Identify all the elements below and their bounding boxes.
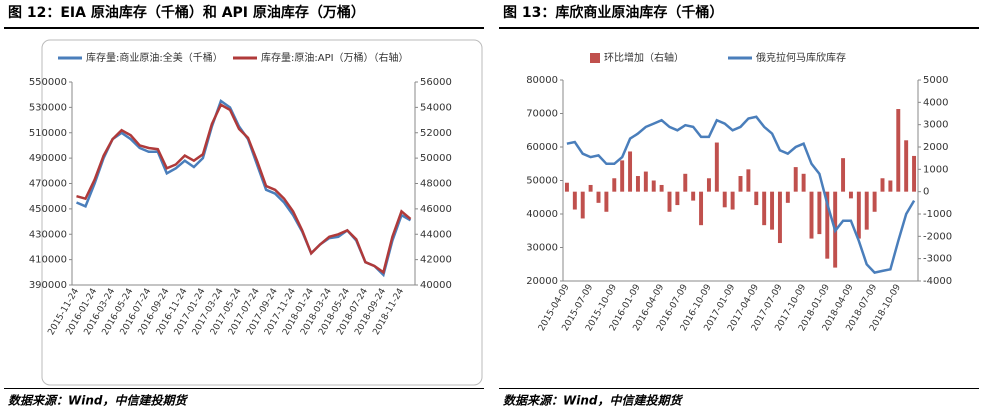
bar xyxy=(612,178,617,192)
y-tick-label: 490000 xyxy=(29,153,67,164)
bar xyxy=(872,191,877,212)
y2-tick-label: 44000 xyxy=(420,229,452,240)
bar xyxy=(722,191,727,208)
bar xyxy=(856,191,861,239)
bar xyxy=(864,191,869,230)
bar xyxy=(896,109,901,192)
y2-tick-label: 54000 xyxy=(420,102,452,113)
bar xyxy=(714,142,719,192)
y2-tick-label: 50000 xyxy=(420,153,452,164)
bar xyxy=(793,167,798,192)
legend-swatch xyxy=(590,53,600,63)
chart-title: 图 12：EIA 原油库存（千桶）和 API 原油库存（万桶） xyxy=(8,4,365,21)
bar xyxy=(785,191,790,203)
y-tick-label: 410000 xyxy=(29,255,67,266)
bar xyxy=(730,191,735,210)
bar xyxy=(691,191,696,201)
y2-tick-label: -4000 xyxy=(923,276,952,287)
chart: 图 12：EIA 原油库存（千桶）和 API 原油库存（万桶） 数据来源：Wind… xyxy=(4,4,484,408)
source-rule xyxy=(4,388,484,389)
bar xyxy=(848,191,853,199)
bar xyxy=(643,171,648,192)
bar xyxy=(880,178,885,192)
bar xyxy=(580,191,585,219)
y2-tick-label: 2000 xyxy=(923,142,948,153)
bar xyxy=(628,151,633,192)
y2-tick-label: 5000 xyxy=(923,75,948,86)
bar xyxy=(651,180,656,192)
bar xyxy=(659,184,664,192)
source-note: 数据来源：Wind，中信建投期货 xyxy=(503,394,683,408)
y2-tick-label: 3000 xyxy=(923,120,948,131)
title-rule xyxy=(4,27,484,29)
bar xyxy=(572,191,577,210)
bar xyxy=(675,191,680,206)
bar xyxy=(912,155,917,192)
bar xyxy=(888,180,893,192)
y-tick-label: 510000 xyxy=(29,128,67,139)
bar xyxy=(746,169,751,192)
bar xyxy=(706,178,711,192)
bar xyxy=(754,191,759,206)
y2-tick-label: 0 xyxy=(923,187,929,198)
source-note: 数据来源：Wind，中信建投期货 xyxy=(8,394,188,408)
y2-tick-label: 56000 xyxy=(420,77,452,88)
y-tick-label: 80000 xyxy=(526,75,558,86)
chart-title: 图 13：库欣商业原油库存（千桶） xyxy=(503,4,723,21)
y2-tick-label: 1000 xyxy=(923,164,948,175)
bar xyxy=(817,191,822,235)
bar xyxy=(596,191,601,203)
bar xyxy=(564,182,569,192)
plot-frame xyxy=(41,39,483,386)
y2-tick-label: 4000 xyxy=(923,97,948,108)
bar xyxy=(904,140,909,192)
bar xyxy=(635,176,640,192)
bar xyxy=(841,158,846,192)
bar xyxy=(620,160,625,192)
bar xyxy=(588,184,593,192)
source-rule xyxy=(499,388,979,389)
y-tick-label: 20000 xyxy=(526,276,558,287)
legend-label: 库存量:原油:API（万桶）（右轴） xyxy=(261,51,409,64)
legend-label: 库存量:商业原油:全美（千桶） xyxy=(86,51,223,64)
y2-tick-label: -2000 xyxy=(923,231,952,242)
y-tick-label: 470000 xyxy=(29,179,67,190)
bar xyxy=(762,191,767,226)
y-tick-label: 550000 xyxy=(29,77,67,88)
legend-label: 俄克拉何马库欣库存 xyxy=(756,51,846,64)
y2-tick-label: -3000 xyxy=(923,254,952,265)
y-tick-label: 530000 xyxy=(29,102,67,113)
bar xyxy=(604,191,609,212)
chart: 图 13：库欣商业原油库存（千桶）数据来源：Wind，中信建投期货2000030… xyxy=(499,4,979,408)
y-tick-label: 390000 xyxy=(29,280,67,291)
bar xyxy=(667,191,672,212)
bar xyxy=(699,191,704,226)
legend-label: 环比增加（右轴） xyxy=(604,51,684,64)
y-tick-label: 70000 xyxy=(526,109,558,120)
bar xyxy=(738,176,743,192)
bar xyxy=(777,191,782,244)
y-tick-label: 30000 xyxy=(526,243,558,254)
y2-tick-label: 42000 xyxy=(420,255,452,266)
y-tick-label: 60000 xyxy=(526,142,558,153)
bar xyxy=(825,191,830,259)
title-rule xyxy=(499,27,979,29)
y2-tick-label: -1000 xyxy=(923,209,952,220)
y-tick-label: 40000 xyxy=(526,209,558,220)
series-line xyxy=(566,115,916,274)
bar xyxy=(770,191,775,230)
y2-tick-label: 40000 xyxy=(420,280,452,291)
y-tick-label: 450000 xyxy=(29,204,67,215)
bar xyxy=(801,173,806,192)
y-tick-label: 50000 xyxy=(526,176,558,187)
y2-tick-label: 46000 xyxy=(420,204,452,215)
y-tick-label: 430000 xyxy=(29,229,67,240)
y2-tick-label: 52000 xyxy=(420,128,452,139)
bar xyxy=(809,191,814,239)
series-line xyxy=(76,103,412,275)
y2-tick-label: 48000 xyxy=(420,179,452,190)
bar xyxy=(683,173,688,192)
